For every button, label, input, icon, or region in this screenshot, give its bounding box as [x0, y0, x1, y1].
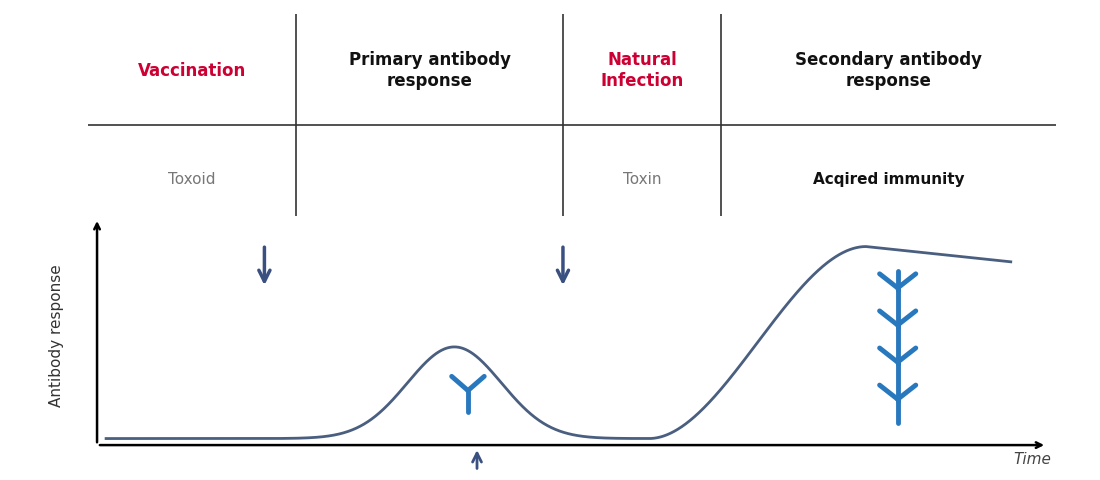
Text: Toxin: Toxin	[623, 172, 661, 187]
Text: Vaccination: Vaccination	[138, 62, 246, 80]
Text: Natural
Infection: Natural Infection	[601, 51, 684, 90]
Text: Toxoid: Toxoid	[168, 172, 216, 187]
Text: Primary antibody
response: Primary antibody response	[349, 51, 510, 90]
Text: Time: Time	[1013, 452, 1052, 467]
Text: Antibody response: Antibody response	[48, 264, 64, 408]
Text: Acqired immunity: Acqired immunity	[813, 172, 965, 187]
Text: Secondary antibody
response: Secondary antibody response	[795, 51, 982, 90]
